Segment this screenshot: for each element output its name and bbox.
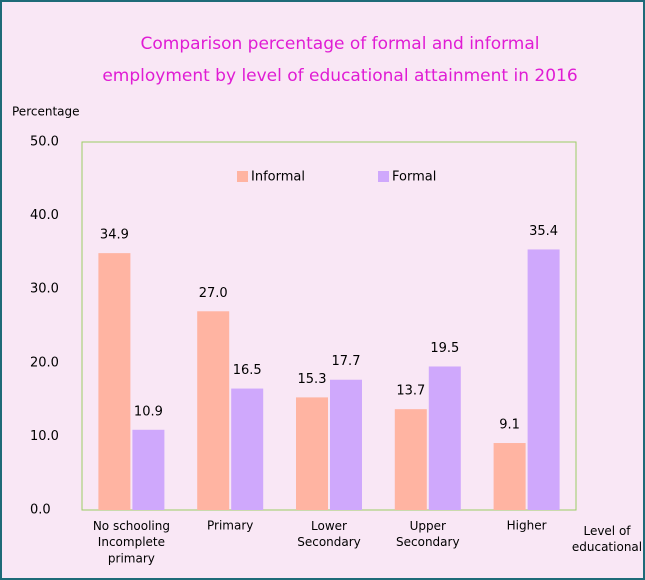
y-tick-label: 20.0	[30, 355, 59, 370]
x-tick-label: Lower Secondary	[297, 519, 361, 549]
bar	[330, 379, 362, 510]
y-tick-label: 50.0	[30, 135, 59, 150]
bar	[98, 253, 131, 511]
legend-swatch	[378, 171, 389, 182]
value-label: 27.0	[199, 286, 228, 301]
bar	[428, 366, 461, 510]
x-tick-label: Higher	[507, 519, 547, 533]
x-tick-label: Upper Secondary	[396, 519, 460, 549]
plot-border	[81, 141, 577, 511]
legend-label: Informal	[251, 170, 305, 185]
value-label: 16.5	[233, 363, 262, 378]
y-tick-label: 40.0	[30, 208, 59, 223]
y-tick-label: 10.0	[30, 429, 59, 444]
chart-title: Comparison percentage of formal and info…	[140, 34, 539, 54]
legend-swatch	[237, 171, 248, 182]
legend-label: Formal	[392, 170, 436, 185]
value-label: 13.7	[396, 384, 425, 399]
value-label: 9.1	[499, 418, 520, 433]
x-tick-label: Primary	[207, 519, 253, 533]
bar	[132, 429, 165, 510]
bar	[493, 443, 526, 510]
bar	[296, 397, 328, 510]
bar	[197, 311, 230, 510]
bar	[231, 388, 264, 510]
bar	[527, 249, 560, 510]
bar	[394, 409, 427, 510]
value-label: 10.9	[134, 404, 163, 419]
value-label: 17.7	[332, 354, 361, 369]
x-tick-label: No schooling Incomplete primary	[93, 519, 170, 565]
y-tick-label: 0.0	[30, 503, 51, 518]
value-label: 35.4	[529, 224, 558, 239]
value-label: 19.5	[430, 341, 459, 356]
value-label: 34.9	[100, 228, 129, 243]
chart-title: employment by level of educational attai…	[102, 66, 577, 86]
y-axis-label: Percentage	[12, 105, 80, 119]
y-tick-label: 30.0	[30, 282, 59, 297]
x-axis-label: Level of educational	[572, 524, 642, 554]
value-label: 15.3	[298, 372, 327, 387]
